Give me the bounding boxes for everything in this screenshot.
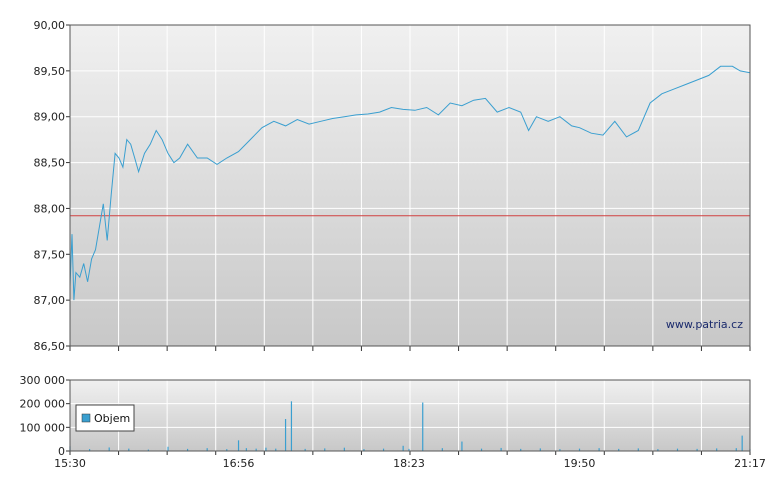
volume-y-tick-label: 200 000 — [20, 398, 66, 411]
price-grid — [70, 25, 750, 346]
price-panel-frame — [69, 24, 751, 347]
volume-y-tick-label: 0 — [58, 445, 65, 458]
legend-swatch — [81, 413, 91, 423]
time-x-tick-label: 15:30 — [54, 457, 86, 470]
volume-panel-frame — [69, 379, 751, 452]
price-y-tick-label: 87,50 — [34, 248, 66, 261]
price-y-tick-label: 89,50 — [34, 65, 66, 78]
time-x-tick-label: 19:50 — [564, 457, 596, 470]
time-x-tick-label: 21:17 — [734, 457, 766, 470]
volume-y-tick-label: 300 000 — [20, 374, 66, 387]
watermark-text: www.patria.cz — [666, 318, 743, 331]
price-y-tick-label: 88,00 — [34, 202, 66, 215]
volume-panel: 300 000 200 000 100 000 0 15:30 16:56 18:23 19… — [20, 374, 766, 470]
volume-y-axis: 300 000 200 000 100 000 0 — [20, 374, 70, 458]
price-y-tick-label: 87,00 — [34, 294, 66, 307]
volume-legend: Objem — [75, 404, 135, 432]
price-y-tick-label: 88,50 — [34, 157, 66, 170]
volume-grid — [70, 380, 750, 451]
time-x-axis: 15:30 16:56 18:23 19:50 21:17 — [54, 451, 766, 470]
price-y-axis: 90,00 89,50 89,00 88,50 88,00 87,50 87,00 86,50 — [34, 19, 70, 353]
price-x-axis — [69, 346, 751, 351]
time-x-tick-label: 18:23 — [393, 457, 425, 470]
price-y-tick-label: 89,00 — [34, 111, 66, 124]
price-y-tick-label: 90,00 — [34, 19, 66, 32]
price-panel: 90,00 89,50 89,00 88,50 88,00 87,50 87,00 86,50… — [34, 19, 751, 353]
volume-y-tick-label: 100 000 — [20, 421, 66, 434]
legend-label: Objem — [94, 412, 130, 425]
time-x-tick-label: 16:56 — [223, 457, 255, 470]
price-y-tick-label: 86,50 — [34, 340, 66, 353]
price-series-line — [69, 65, 751, 301]
